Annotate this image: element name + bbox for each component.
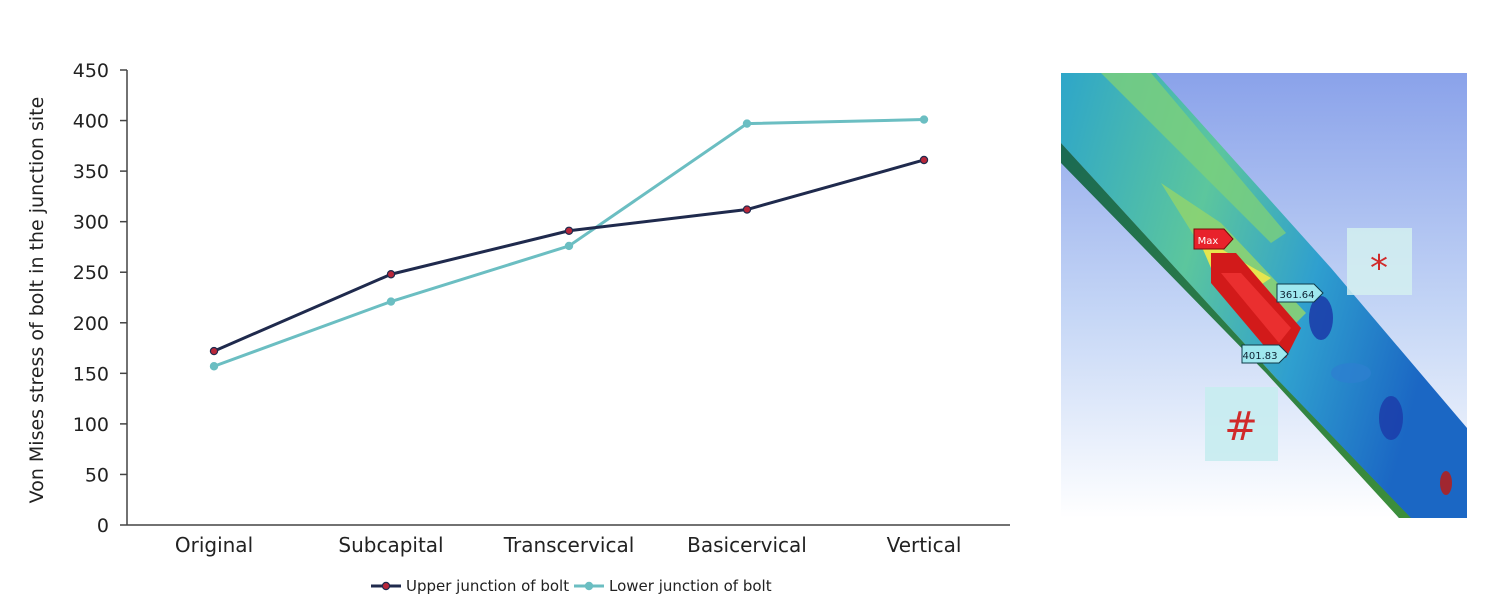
data-point-lower (386, 297, 396, 306)
y-tick-label: 50 (85, 464, 109, 486)
y-ticks: 0 50 100 150 200 250 300 350 400 450 (73, 60, 127, 537)
legend-label: Lower junction of bolt (609, 577, 772, 595)
legend-label: Upper junction of bolt (406, 577, 569, 595)
y-tick-label: 0 (97, 515, 109, 537)
y-tick-label: 150 (73, 363, 109, 385)
max-tag-label: Max (1198, 236, 1219, 247)
y-tick-label: 100 (73, 414, 109, 436)
legend: Upper junction of bolt Lower junction of … (371, 577, 772, 595)
y-tick-label: 350 (73, 161, 109, 183)
x-tick-label: Subcapital (338, 533, 443, 557)
x-tick-label: Vertical (887, 533, 962, 557)
y-axis-label: Von Mises stress of bolt in the junction… (26, 97, 48, 504)
line-chart: 0 50 100 150 200 250 300 350 400 450 Original Subc… (26, 60, 1010, 595)
lower-value-tag: 401.83 (1243, 351, 1278, 362)
data-point-upper (919, 155, 929, 165)
data-point-upper (742, 205, 752, 214)
upper-value-tag: 361.64 (1280, 290, 1315, 301)
data-point-upper (564, 226, 574, 235)
y-tick-label: 450 (73, 60, 109, 82)
series-line-upper (213, 158, 925, 353)
legend-swatch-marker (381, 581, 391, 591)
legend-swatch-marker (584, 581, 594, 591)
y-tick-label: 200 (73, 313, 109, 335)
data-point-lower (742, 119, 752, 128)
data-point-upper (209, 346, 219, 356)
y-tick-label: 300 (73, 212, 109, 234)
fea-stress-image: Max 361.64 401.83 * # (1061, 73, 1467, 518)
y-tick-label: 400 (73, 111, 109, 133)
star-symbol: * (1370, 248, 1388, 289)
series-layer (209, 115, 929, 371)
star-marker-box (1347, 228, 1412, 295)
data-point-lower (919, 115, 929, 124)
bolt-stress-contour: Max 361.64 401.83 * # (1061, 73, 1467, 518)
x-tick-label: Transcervical (503, 533, 635, 557)
x-tick-label: Basicervical (687, 533, 807, 557)
hash-symbol: # (1224, 404, 1258, 450)
data-point-upper (386, 270, 396, 279)
y-tick-label: 250 (73, 262, 109, 284)
x-tick-label: Original (175, 533, 253, 557)
hash-marker-box (1205, 387, 1278, 461)
x-ticks: Original Subcapital Transcervical Basicervi… (175, 533, 962, 557)
data-point-lower (209, 362, 219, 371)
data-point-lower (564, 241, 574, 251)
